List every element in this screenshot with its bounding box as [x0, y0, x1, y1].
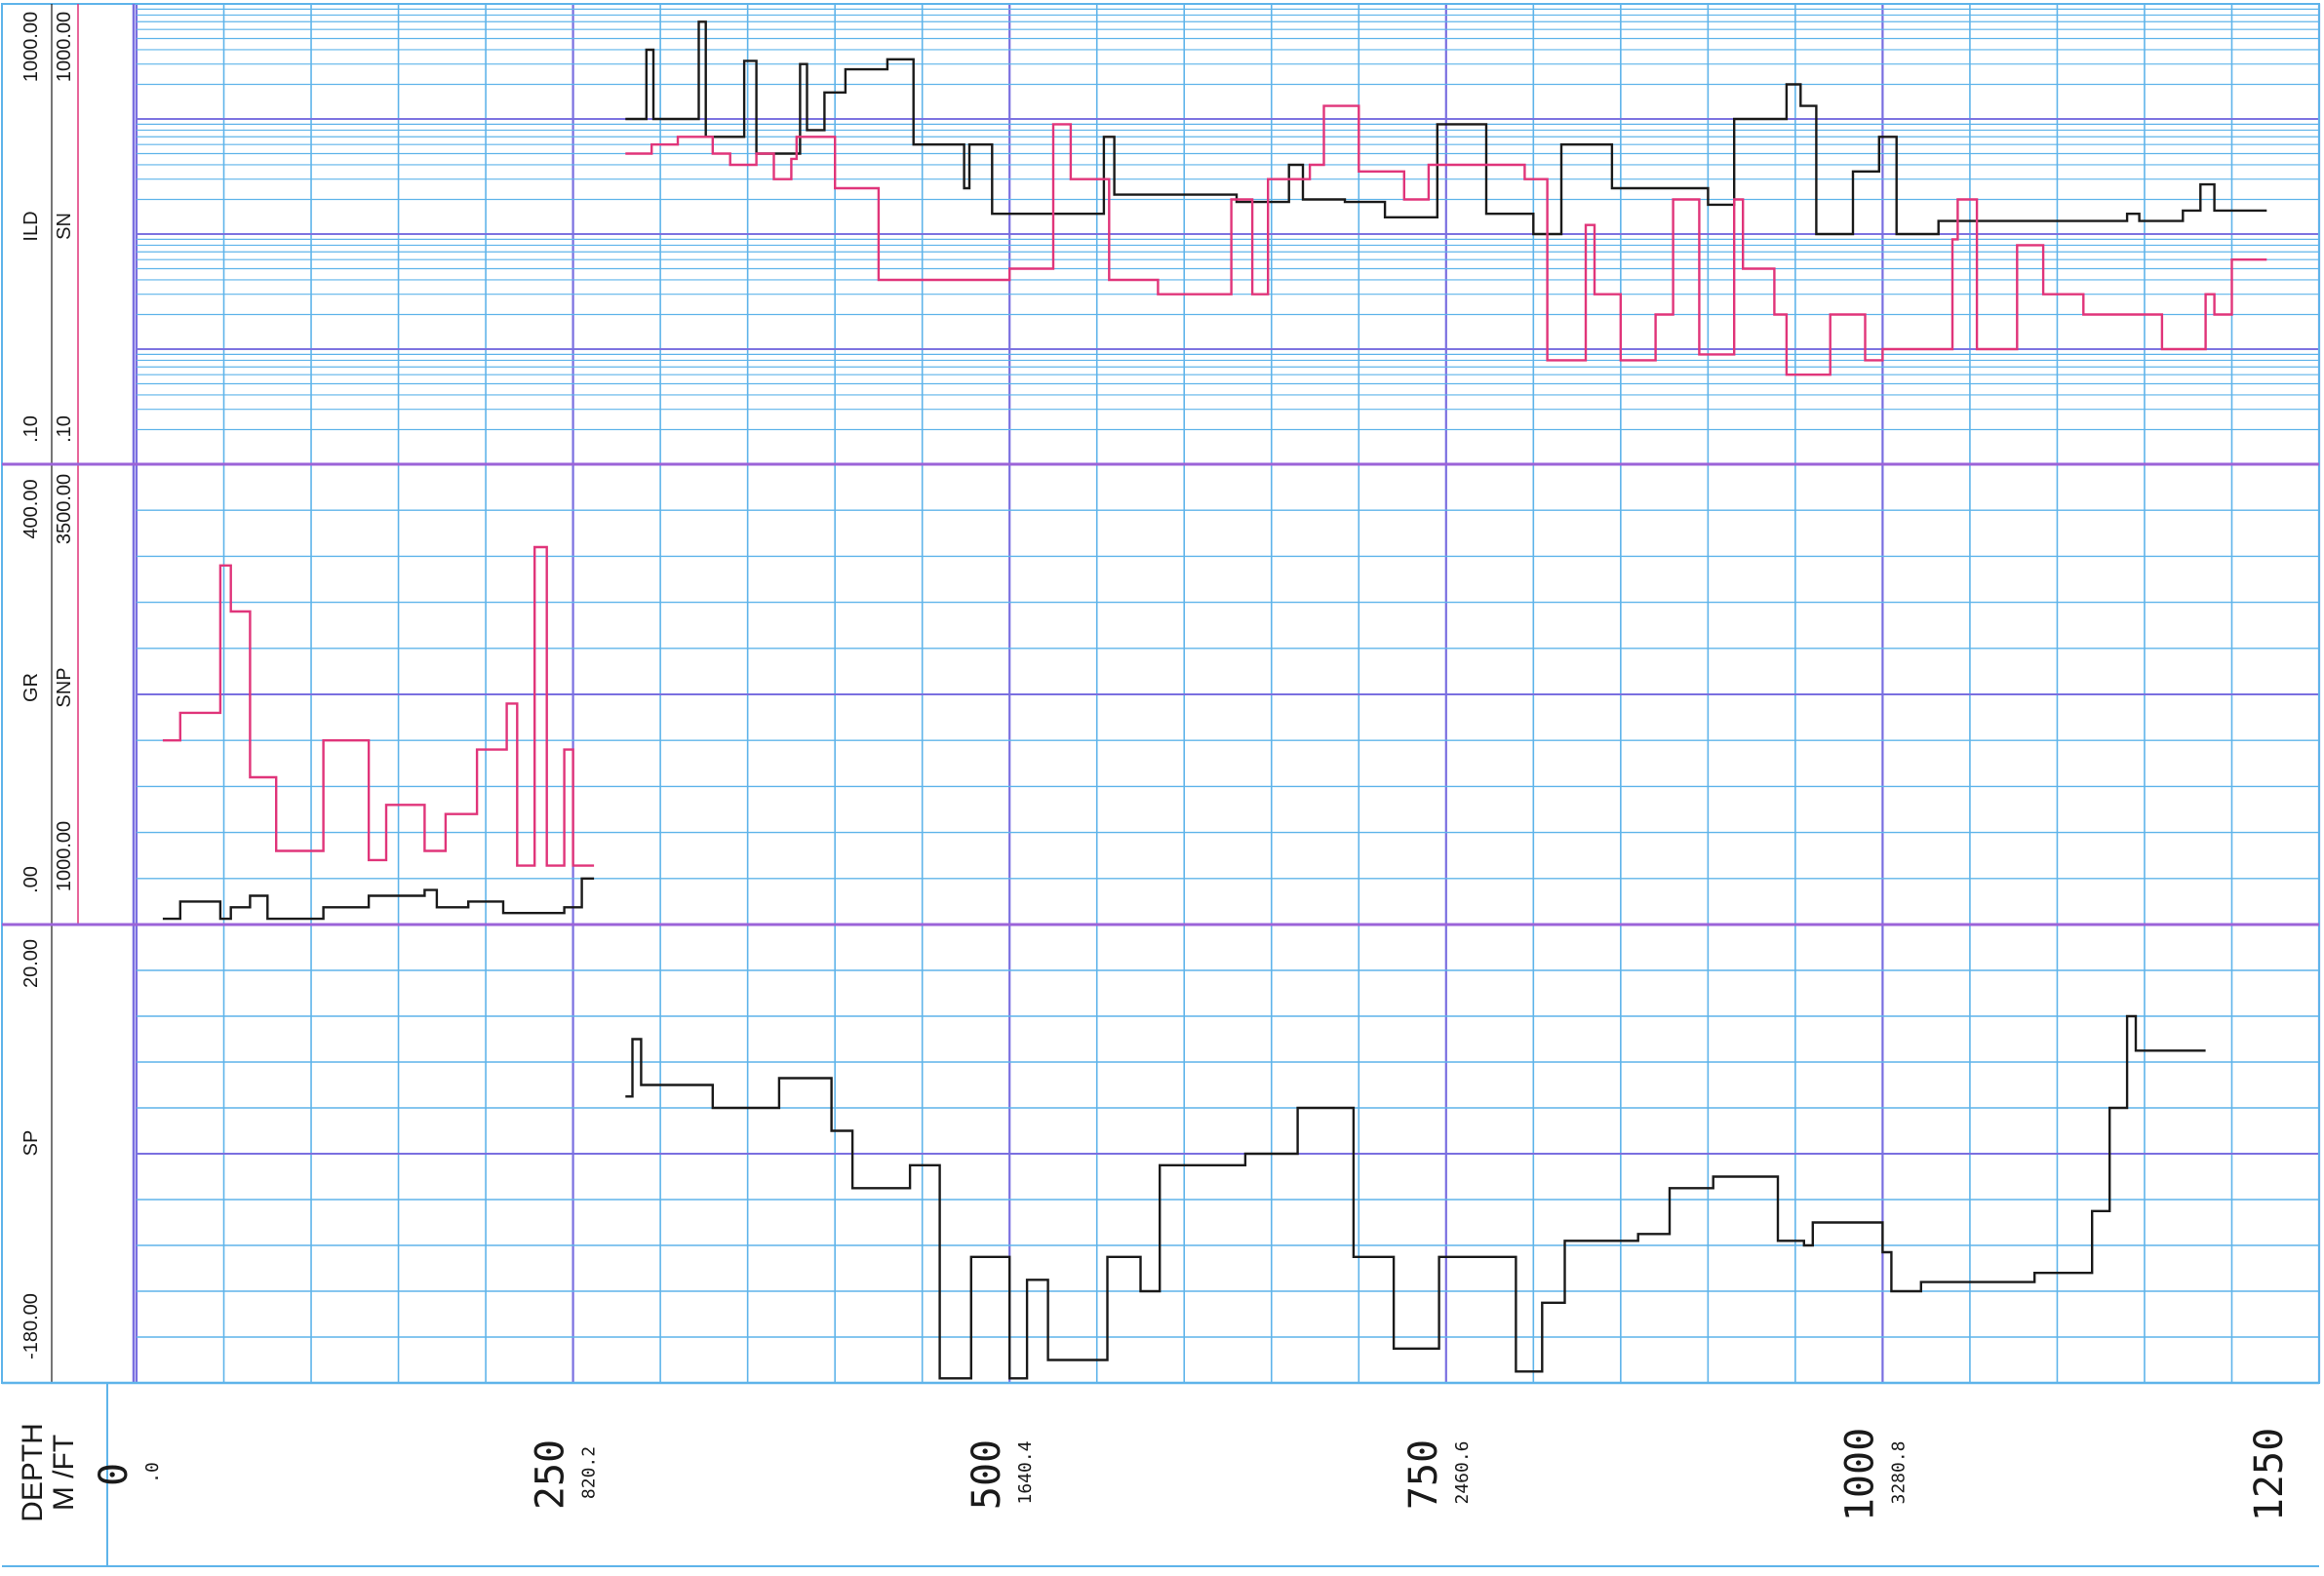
ild-scale-max: 1000.00	[20, 12, 42, 82]
gr-curve	[162, 877, 595, 921]
snp-curve-name: SNP	[54, 667, 75, 707]
gr-scale-max: 400.00	[20, 479, 42, 538]
depth-ft-label: .0	[142, 1462, 163, 1483]
depth-ft-label: 2460.6	[1452, 1440, 1473, 1504]
snp-scale-max: 3500.00	[54, 474, 75, 544]
snp-curve	[162, 545, 595, 867]
sn-curve	[625, 104, 2267, 376]
depth-tick-label: 1000 3280.8	[1837, 1428, 1909, 1521]
depth-m-label: 1000	[1837, 1428, 1882, 1521]
grid	[135, 3, 2321, 1384]
curves	[162, 20, 2267, 1380]
depth-units: M /FT	[48, 1435, 80, 1511]
track-borders	[1, 3, 2320, 1567]
sp-scale-min: -180.00	[20, 1293, 42, 1359]
sp-curve-name: SP	[20, 1130, 42, 1157]
track-headers: 1000.00 1000.00 ILD SN .10 .10 400.00 35…	[20, 12, 75, 1359]
sn-scale-min: .10	[54, 415, 75, 443]
depth-m-label: 1250	[2247, 1428, 2292, 1521]
sp-curve	[625, 1014, 2206, 1380]
snp-scale-min: 1000.00	[54, 821, 75, 891]
depth-ft-label: 820.2	[579, 1446, 600, 1499]
depth-labels: 0.0 250 820.2 500 1640.4 750 2460.6 1000 3280.8 1…	[92, 1428, 2292, 1521]
depth-m-label: 500	[965, 1439, 1009, 1510]
depth-tick-label: 750 2460.6	[1401, 1439, 1473, 1510]
depth-tick-label: 250 820.2	[529, 1439, 600, 1510]
ild-curve	[625, 20, 2267, 236]
depth-header: DEPTH M /FT	[17, 1423, 80, 1522]
depth-ft-label: 3280.8	[1888, 1440, 1909, 1504]
sn-curve-name: SN	[54, 213, 75, 240]
gr-curve-name: GR	[20, 673, 42, 702]
depth-m-label: 0	[92, 1463, 137, 1486]
depth-tick-label: 1250	[2247, 1428, 2292, 1521]
gr-scale-min: .00	[20, 866, 42, 893]
ild-scale-min: .10	[20, 415, 42, 443]
depth-m-label: 750	[1401, 1439, 1446, 1510]
depth-m-label: 250	[529, 1439, 573, 1510]
depth-ft-label: 1640.4	[1015, 1440, 1036, 1504]
depth-tick-label: 0.0	[92, 1462, 163, 1486]
ild-curve-name: ILD	[20, 211, 42, 241]
sn-scale-max: 1000.00	[54, 12, 75, 82]
sp-scale-max: 20.00	[20, 939, 42, 988]
depth-title: DEPTH	[17, 1423, 49, 1522]
depth-tick-label: 500 1640.4	[965, 1439, 1036, 1510]
